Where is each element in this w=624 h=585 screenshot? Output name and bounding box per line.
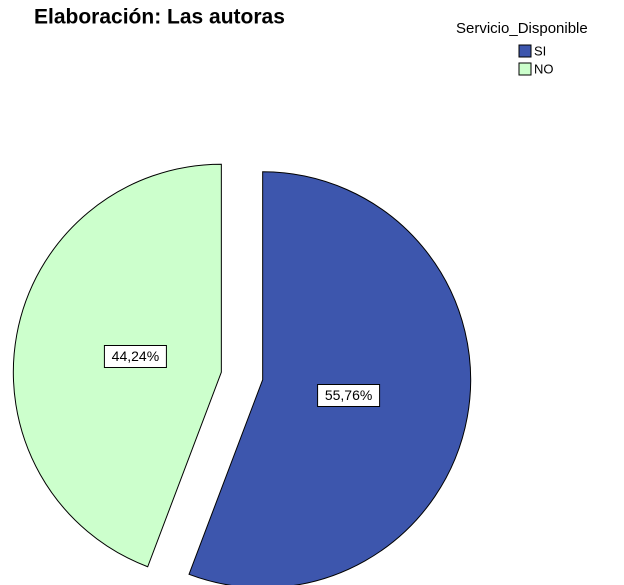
data-label: 44,24% — [112, 348, 159, 364]
legend-label: NO — [534, 61, 554, 76]
data-label: 55,76% — [325, 387, 372, 403]
label-box — [103, 344, 167, 368]
legend-title: Servicio_Disponible — [456, 20, 588, 37]
pie-slice — [188, 171, 472, 585]
legend-swatch — [518, 62, 532, 76]
legend-label: SI — [534, 43, 546, 58]
chart-title: Elaboración: Las autoras — [34, 6, 285, 29]
label-box — [317, 384, 381, 408]
legend-swatch — [518, 44, 532, 58]
